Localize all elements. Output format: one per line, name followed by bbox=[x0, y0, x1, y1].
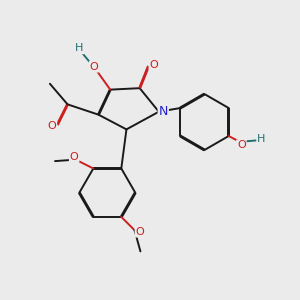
Text: H: H bbox=[257, 134, 266, 144]
Text: O: O bbox=[48, 122, 56, 131]
Text: O: O bbox=[149, 60, 158, 70]
Text: N: N bbox=[159, 105, 168, 118]
Text: O: O bbox=[237, 140, 246, 150]
Text: O: O bbox=[90, 62, 98, 72]
Text: H: H bbox=[75, 44, 83, 53]
Text: O: O bbox=[136, 226, 144, 237]
Text: O: O bbox=[70, 152, 79, 162]
